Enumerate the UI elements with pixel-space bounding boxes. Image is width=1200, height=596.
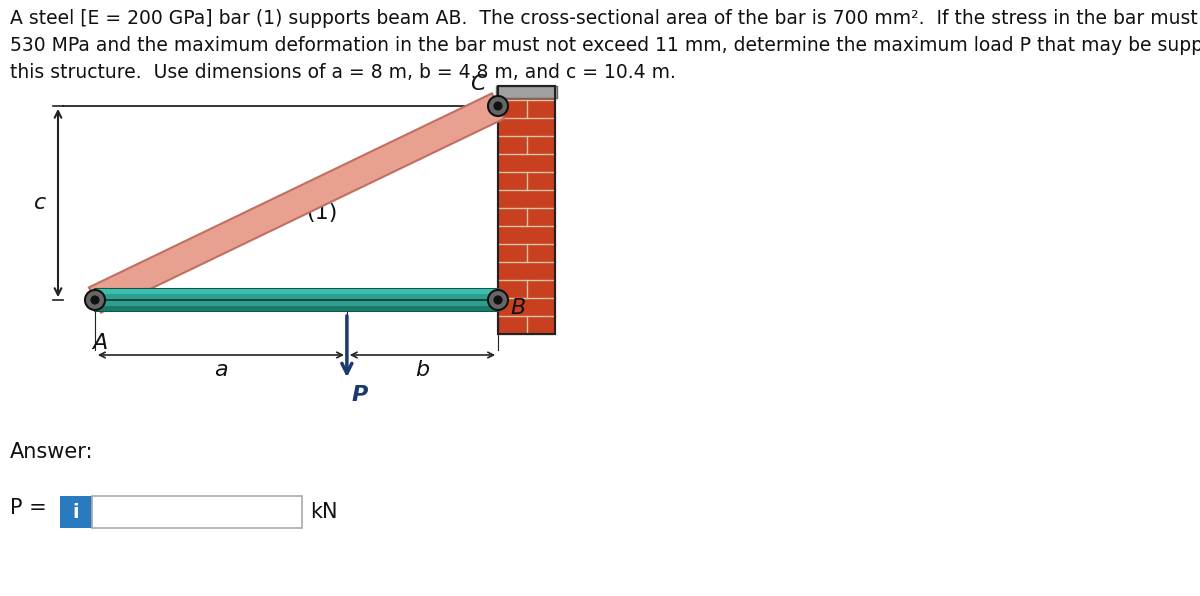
Polygon shape	[89, 94, 504, 313]
Bar	[498, 86, 554, 334]
Text: C: C	[470, 74, 486, 94]
FancyBboxPatch shape	[60, 496, 92, 528]
Text: a: a	[214, 360, 228, 380]
Circle shape	[494, 296, 503, 304]
Circle shape	[85, 290, 106, 310]
Text: this structure.  Use dimensions of a = 8 m, b = 4.8 m, and c = 10.4 m.: this structure. Use dimensions of a = 8 …	[10, 63, 676, 82]
Circle shape	[91, 296, 100, 304]
Text: i: i	[73, 502, 79, 522]
Bar	[498, 86, 554, 334]
Bar	[95, 289, 498, 311]
Circle shape	[488, 96, 508, 116]
Text: A: A	[92, 333, 108, 353]
Text: A steel [E = 200 GPa] bar (1) supports beam AB.  The cross-sectional area of the: A steel [E = 200 GPa] bar (1) supports b…	[10, 9, 1200, 28]
Text: Answer:: Answer:	[10, 442, 94, 462]
Text: B: B	[510, 298, 526, 318]
Text: 530 MPa and the maximum deformation in the bar must not exceed 11 mm, determine : 530 MPa and the maximum deformation in t…	[10, 36, 1200, 55]
Bar	[95, 289, 498, 294]
Text: P: P	[352, 385, 368, 405]
Text: b: b	[415, 360, 430, 380]
Text: c: c	[34, 193, 46, 213]
Bar	[95, 306, 498, 311]
FancyBboxPatch shape	[92, 496, 302, 528]
Text: (1): (1)	[306, 203, 337, 223]
Text: kN: kN	[310, 502, 337, 522]
Bar	[496, 86, 557, 98]
Text: P =: P =	[10, 498, 47, 518]
Circle shape	[494, 102, 503, 110]
Circle shape	[488, 290, 508, 310]
